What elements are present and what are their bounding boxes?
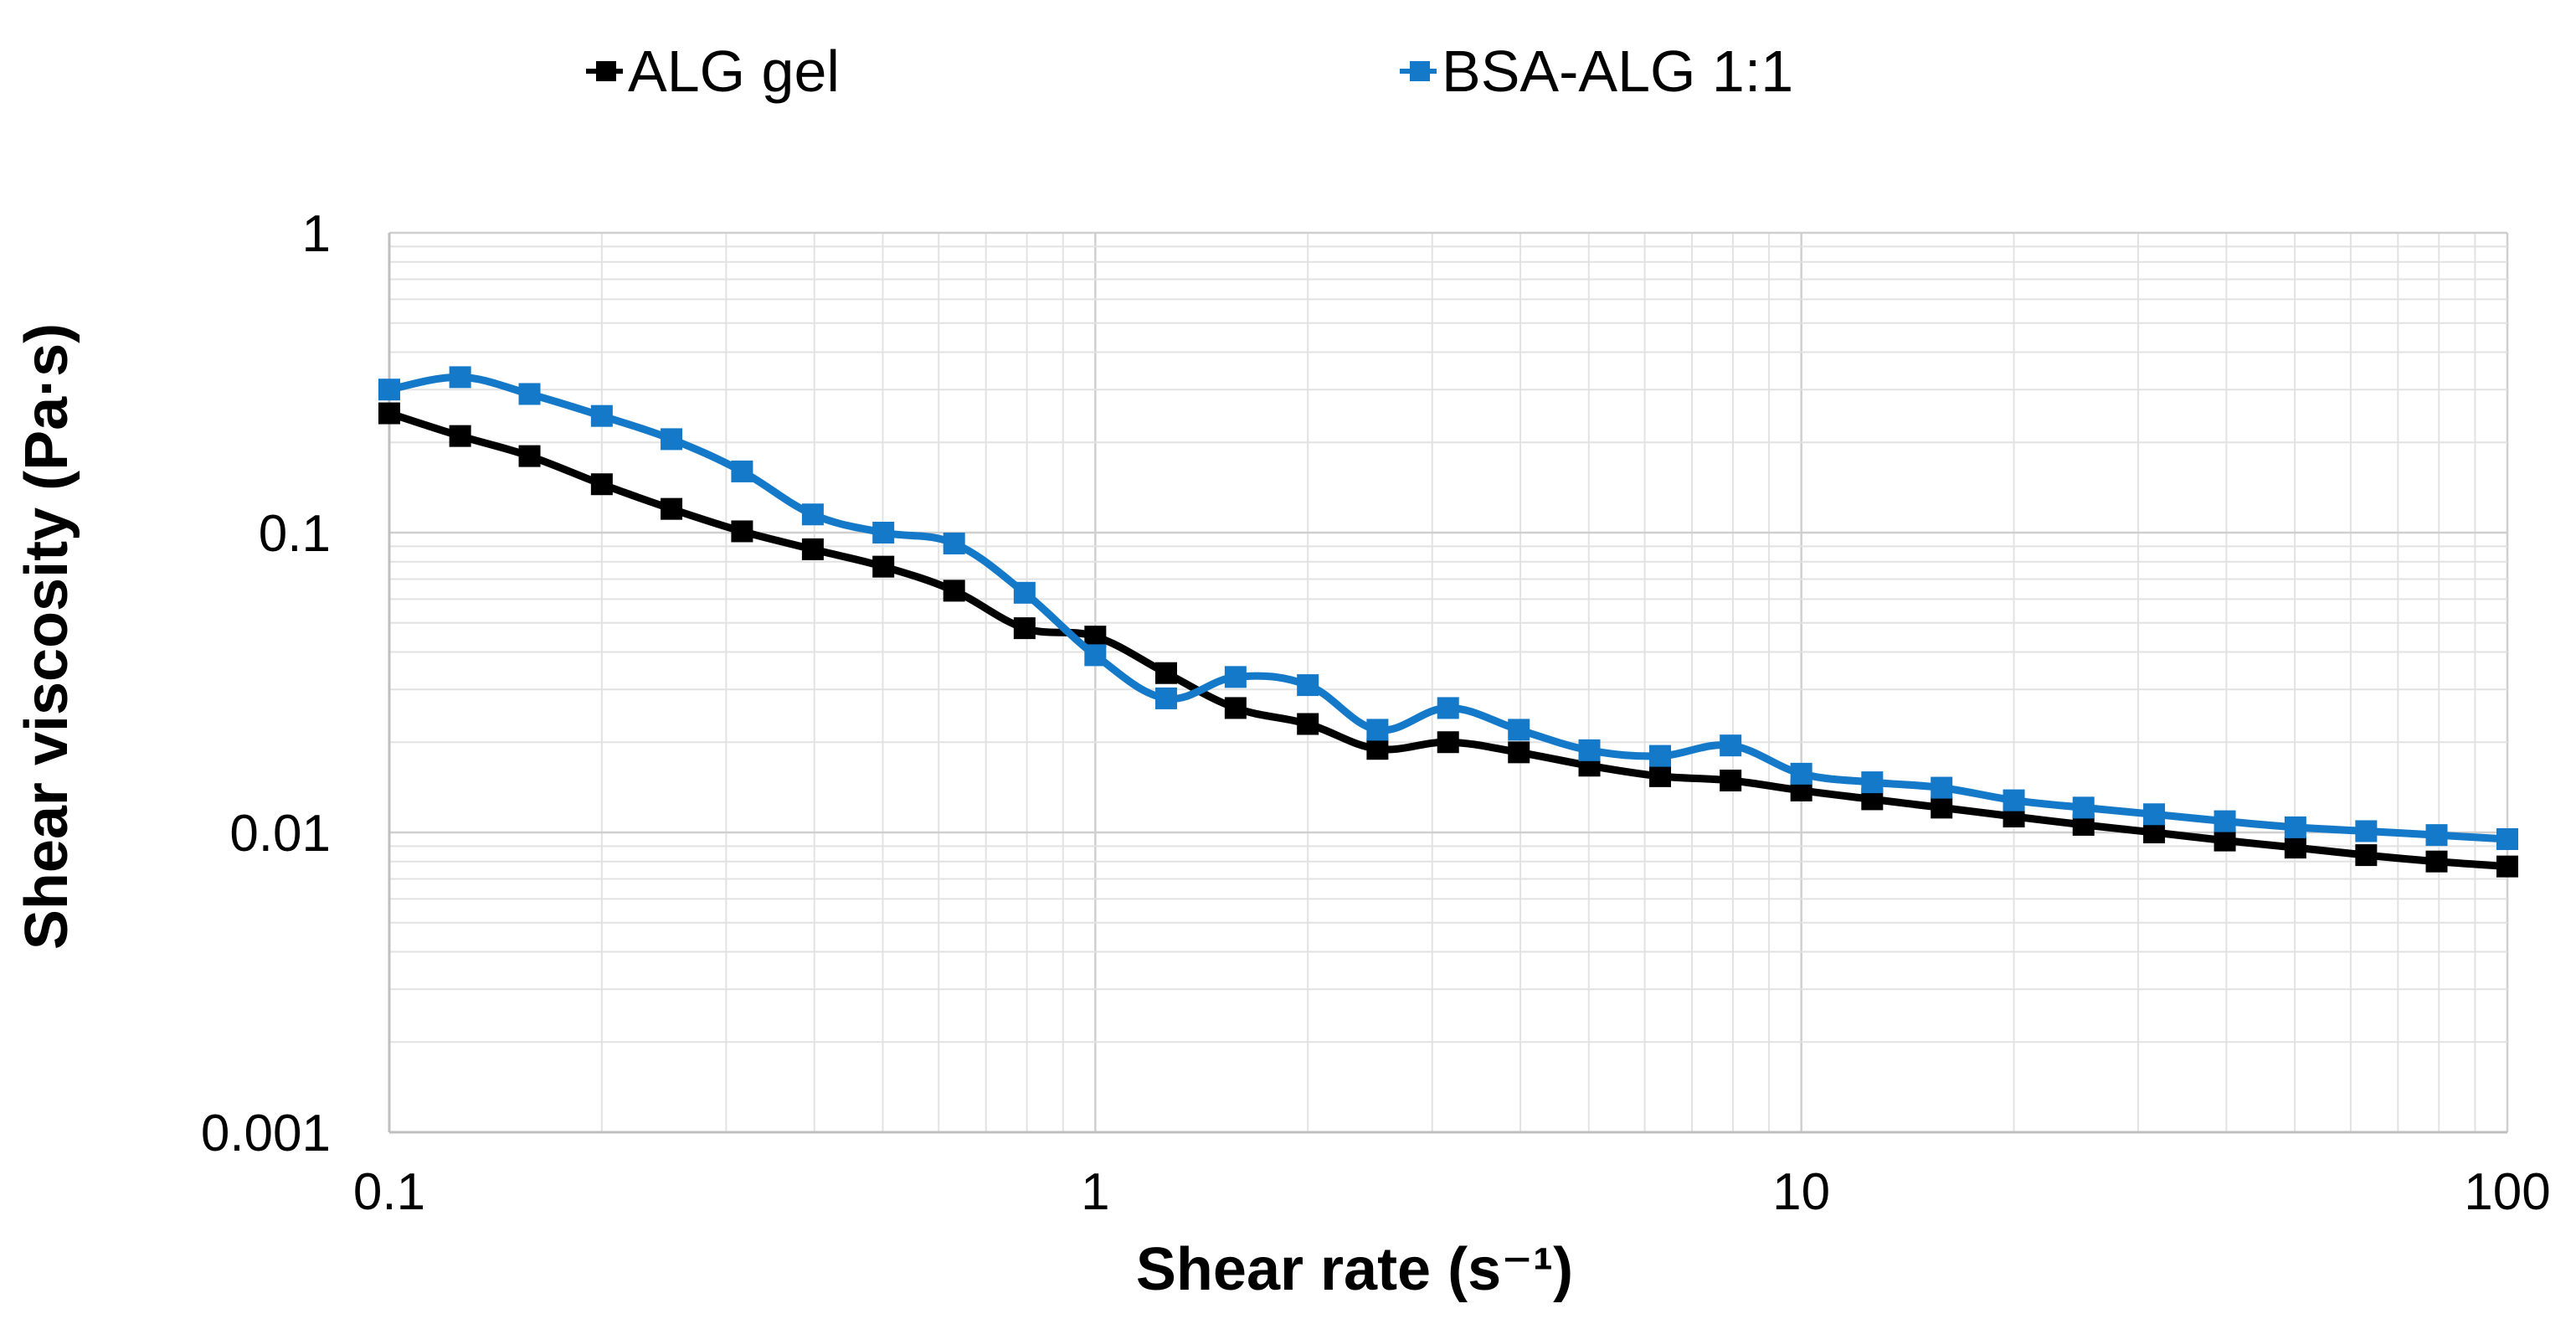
- data-point-bsa-alg-1-1[interactable]: [1720, 734, 1742, 757]
- data-point-alg-gel[interactable]: [1154, 662, 1177, 684]
- series-line-alg-gel: [388, 410, 2508, 871]
- y-tick-label: 0.01: [229, 805, 331, 863]
- data-point-alg-gel[interactable]: [1649, 765, 1672, 787]
- data-point-alg-gel[interactable]: [2496, 855, 2518, 878]
- data-point-bsa-alg-1-1[interactable]: [1437, 697, 1459, 719]
- legend: ALG gel BSA-ALG 1:1: [0, 33, 2576, 117]
- data-point-bsa-alg-1-1[interactable]: [1790, 762, 1812, 785]
- data-point-bsa-alg-1-1[interactable]: [1297, 674, 1319, 697]
- x-tick-label: 100: [2464, 1163, 2550, 1221]
- data-point-alg-gel[interactable]: [731, 520, 753, 543]
- legend-item-bsa-alg[interactable]: BSA-ALG 1:1: [1400, 33, 1793, 109]
- data-point-bsa-alg-1-1[interactable]: [1508, 719, 1530, 741]
- data-point-bsa-alg-1-1[interactable]: [2214, 810, 2236, 832]
- data-point-bsa-alg-1-1[interactable]: [378, 379, 400, 401]
- data-point-alg-gel[interactable]: [1437, 731, 1459, 754]
- data-point-alg-gel[interactable]: [801, 538, 824, 560]
- legend-item-alg-gel[interactable]: ALG gel: [586, 33, 840, 109]
- series-bsa-alg-1-1: [378, 366, 2518, 850]
- legend-label-alg-gel: ALG gel: [628, 39, 840, 104]
- data-point-alg-gel[interactable]: [378, 402, 400, 425]
- axes: [388, 233, 2507, 1134]
- data-point-bsa-alg-1-1[interactable]: [2425, 824, 2448, 847]
- data-point-alg-gel[interactable]: [2214, 829, 2236, 852]
- data-point-alg-gel[interactable]: [1931, 796, 1953, 819]
- x-axis-title: Shear rate (s⁻¹): [1136, 1236, 1573, 1303]
- data-point-alg-gel[interactable]: [1013, 617, 1036, 640]
- data-point-alg-gel[interactable]: [1366, 738, 1389, 760]
- y-axis-title: Shear viscosity (Pa·s): [13, 323, 80, 950]
- legend-swatch-bsa-alg: [1400, 61, 1437, 81]
- data-point-bsa-alg-1-1[interactable]: [2496, 827, 2518, 850]
- tick-labels: 0.1 1 10 100 0.001 0.01 0.1 1: [201, 205, 2551, 1221]
- data-point-bsa-alg-1-1[interactable]: [1224, 666, 1247, 688]
- data-point-alg-gel[interactable]: [1508, 741, 1530, 764]
- data-point-bsa-alg-1-1[interactable]: [1366, 719, 1389, 741]
- data-point-bsa-alg-1-1[interactable]: [943, 532, 965, 554]
- data-point-bsa-alg-1-1[interactable]: [1084, 644, 1107, 667]
- y-tick-label: 0.1: [259, 505, 331, 563]
- data-point-bsa-alg-1-1[interactable]: [449, 366, 471, 389]
- data-point-alg-gel[interactable]: [943, 580, 965, 602]
- data-point-bsa-alg-1-1[interactable]: [2003, 789, 2025, 811]
- data-point-bsa-alg-1-1[interactable]: [1861, 771, 1884, 794]
- data-point-alg-gel[interactable]: [2143, 822, 2166, 843]
- data-point-bsa-alg-1-1[interactable]: [1013, 581, 1036, 604]
- data-point-alg-gel[interactable]: [1297, 713, 1319, 735]
- data-point-alg-gel[interactable]: [2284, 837, 2306, 859]
- data-point-alg-gel[interactable]: [872, 555, 895, 578]
- data-point-alg-gel[interactable]: [1720, 769, 1742, 791]
- data-point-bsa-alg-1-1[interactable]: [2355, 820, 2378, 842]
- data-point-bsa-alg-1-1[interactable]: [1649, 745, 1672, 767]
- series-layer: [378, 366, 2518, 878]
- data-point-alg-gel[interactable]: [661, 497, 683, 520]
- data-point-alg-gel[interactable]: [590, 473, 613, 496]
- data-point-alg-gel[interactable]: [2355, 844, 2378, 867]
- data-point-bsa-alg-1-1[interactable]: [2143, 803, 2166, 826]
- data-point-bsa-alg-1-1[interactable]: [2284, 816, 2306, 838]
- data-point-bsa-alg-1-1[interactable]: [1931, 776, 1953, 799]
- legend-label-bsa-alg: BSA-ALG 1:1: [1442, 39, 1794, 104]
- data-point-bsa-alg-1-1[interactable]: [661, 428, 683, 451]
- data-point-bsa-alg-1-1[interactable]: [731, 460, 753, 482]
- x-tick-label: 0.1: [353, 1163, 425, 1221]
- data-point-alg-gel[interactable]: [518, 445, 541, 467]
- y-tick-label: 1: [302, 205, 331, 263]
- legend-swatch-alg-gel: [586, 61, 623, 81]
- data-point-alg-gel[interactable]: [1224, 697, 1247, 719]
- grid: [388, 231, 2509, 1134]
- data-point-bsa-alg-1-1[interactable]: [2072, 796, 2095, 819]
- data-point-alg-gel[interactable]: [1084, 626, 1107, 648]
- y-tick-label: 0.001: [201, 1105, 331, 1162]
- x-tick-label: 10: [1772, 1163, 1830, 1221]
- x-tick-label: 1: [1081, 1163, 1109, 1221]
- data-point-bsa-alg-1-1[interactable]: [590, 404, 613, 427]
- series-alg-gel: [378, 402, 2518, 878]
- data-point-bsa-alg-1-1[interactable]: [518, 383, 541, 405]
- data-point-alg-gel[interactable]: [449, 425, 471, 447]
- data-point-bsa-alg-1-1[interactable]: [1154, 687, 1177, 709]
- data-point-bsa-alg-1-1[interactable]: [1578, 739, 1601, 761]
- series-line-bsa-alg-1-1: [388, 373, 2508, 843]
- data-point-bsa-alg-1-1[interactable]: [801, 503, 824, 526]
- data-point-alg-gel[interactable]: [2425, 850, 2448, 873]
- data-point-bsa-alg-1-1[interactable]: [872, 522, 895, 544]
